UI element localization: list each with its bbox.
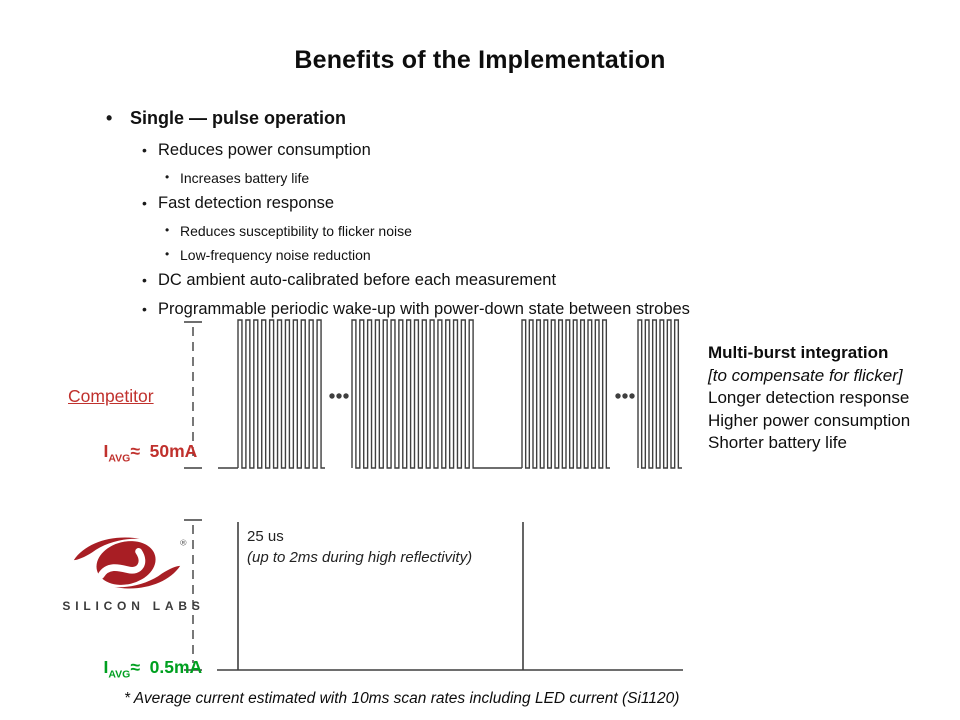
footnote: * Average current estimated with 10ms sc… — [124, 690, 680, 707]
current-value: ≈ 50mA — [130, 441, 198, 461]
competitor-label: Competitor — [68, 386, 154, 406]
note-line: Shorter battery life — [708, 433, 847, 452]
silicon-labs-swirl-icon: ® — [73, 537, 187, 589]
current-subscript: AVG — [108, 668, 131, 681]
list-item: Reduces power consumption — [100, 141, 800, 160]
pulse-width-annotation: 25 us (up to 2ms during high reflectivit… — [247, 526, 472, 568]
page-title: Benefits of the Implementation — [294, 46, 666, 74]
note-line: Higher power consumption — [708, 410, 911, 430]
silicon-labs-logo: ® SILICON LABS — [60, 534, 205, 613]
current-symbol: I — [103, 441, 109, 461]
list-item: Low-frequency noise reduction — [100, 247, 800, 263]
list-item: Increases battery life — [100, 170, 800, 186]
list-item: Programmable periodic wake-up with power… — [100, 300, 800, 319]
silicon-labs-wordmark: SILICON LABS — [62, 599, 205, 613]
note-line: Longer detection response — [708, 388, 910, 407]
pulse-width-detail: (up to 2ms during high reflectivity) — [247, 549, 473, 566]
list-item: Fast detection response — [100, 194, 800, 213]
silabs-average-current-label: IAVG≈ 0.5mA — [84, 636, 202, 702]
bullet-list: Single — pulse operation Reduces power c… — [100, 108, 800, 329]
multi-burst-notes: Multi-burst integration [to compensate f… — [708, 342, 910, 455]
note-line: [to compensate for flicker] — [708, 365, 903, 385]
current-subscript: AVG — [108, 452, 131, 465]
pulse-width-value: 25 us — [247, 528, 284, 545]
list-item: Single — pulse operation — [100, 108, 800, 129]
note-line: Multi-burst integration — [708, 343, 889, 362]
current-value: ≈ 0.5mA — [130, 657, 203, 677]
registered-trademark: ® — [180, 538, 187, 548]
competitor-average-current-label: IAVG≈ 50mA — [84, 420, 197, 486]
list-item: DC ambient auto-calibrated before each m… — [100, 271, 800, 290]
current-symbol: I — [103, 657, 109, 677]
list-item: Reduces susceptibility to flicker noise — [100, 223, 800, 239]
